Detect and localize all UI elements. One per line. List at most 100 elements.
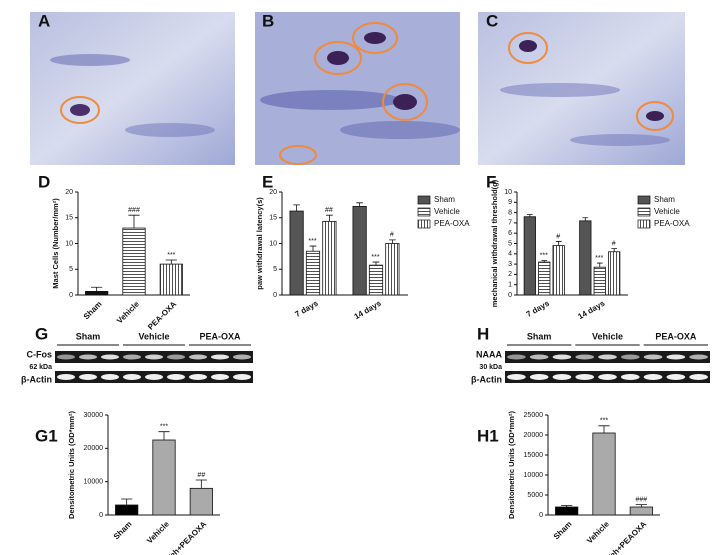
y-tick-label: 20000 xyxy=(84,445,104,452)
legend-label: Sham xyxy=(654,195,675,204)
y-tick-label: 0 xyxy=(539,512,543,519)
blot-band xyxy=(666,354,686,360)
blot-row-label: β-Actin xyxy=(21,374,52,384)
x-tick-label: Veh+PEAOXA xyxy=(605,519,649,555)
panel-label: F xyxy=(486,172,496,191)
y-tick-label: 3 xyxy=(508,261,512,268)
error-bar xyxy=(121,498,133,505)
blot-band xyxy=(123,374,141,380)
blot-group-label: PEA-OXA xyxy=(655,331,697,341)
annotation: *** xyxy=(600,418,608,425)
y-tick-label: 10 xyxy=(269,240,277,247)
error-bar xyxy=(596,262,603,268)
y-tick-label: 20 xyxy=(65,189,73,196)
blot-band xyxy=(189,374,207,380)
y-tick-label: 20000 xyxy=(524,432,544,439)
blot-band xyxy=(57,374,75,380)
x-tick-label: Vehicle xyxy=(145,519,171,545)
blot-band xyxy=(552,354,572,360)
y-tick-label: 15 xyxy=(269,215,277,222)
micrograph-b xyxy=(255,12,460,165)
blot-band xyxy=(79,354,97,360)
chart: 0 5000 10000 15000 20000 25000 Densitometric U… xyxy=(507,411,660,555)
annotation: # xyxy=(556,233,560,240)
error-bar xyxy=(635,504,647,507)
blot-band xyxy=(189,354,207,360)
blot-band xyxy=(529,374,549,380)
legend-label: PEA-OXA xyxy=(434,219,470,228)
panel-label: H1 xyxy=(477,426,499,445)
bar xyxy=(592,432,616,516)
blot-band xyxy=(233,354,251,360)
bar-hatch xyxy=(369,265,383,295)
blot-marker: 62 kDa xyxy=(29,364,52,371)
blot-band xyxy=(101,354,119,360)
panel-label: A xyxy=(38,11,50,30)
legend-swatch xyxy=(417,195,431,205)
blot-group-label: Vehicle xyxy=(138,331,169,341)
y-axis-label: paw withdrawal latency(s) xyxy=(255,197,264,290)
bar xyxy=(289,210,304,296)
blot-band xyxy=(79,374,97,380)
blot-band xyxy=(598,354,617,360)
legend-label: PEA-OXA xyxy=(654,219,690,228)
blot-band xyxy=(643,374,663,380)
bar-hatch xyxy=(594,267,606,295)
bar xyxy=(523,216,536,296)
error-bar xyxy=(128,214,140,229)
error-bar xyxy=(165,259,177,265)
x-tick-label: Sham xyxy=(552,520,574,542)
error-bar xyxy=(326,214,333,222)
error-bar xyxy=(526,214,533,217)
x-tick-label: 14 days xyxy=(353,298,383,321)
blot-band xyxy=(689,374,708,380)
y-axis-label: Mast Cells (Number/mm²) xyxy=(51,198,60,289)
error-bar xyxy=(356,202,363,207)
bar xyxy=(579,220,592,296)
y-tick-label: 5 xyxy=(508,240,512,247)
blot-band xyxy=(575,354,595,360)
legend-hatch xyxy=(418,208,430,216)
blot-band xyxy=(689,354,708,360)
blot-band xyxy=(666,374,686,380)
annotation: # xyxy=(390,232,394,239)
bar-hatch xyxy=(122,228,146,295)
blot-group-label: Sham xyxy=(527,331,552,341)
blot-group-label: Sham xyxy=(76,331,101,341)
blot-band xyxy=(552,374,572,380)
annotation: *** xyxy=(371,254,379,261)
legend-hatch xyxy=(638,208,650,216)
y-tick-label: 0 xyxy=(69,292,73,299)
y-tick-label: 0 xyxy=(508,292,512,299)
error-bar xyxy=(309,245,317,252)
blot-band xyxy=(620,374,640,380)
bar xyxy=(115,504,139,516)
blot-band xyxy=(145,374,163,380)
annotation: ### xyxy=(635,496,647,503)
blot-band xyxy=(123,354,141,360)
annotation: *** xyxy=(308,238,316,245)
legend-swatch xyxy=(637,195,651,205)
legend-hatch xyxy=(638,220,650,228)
bar-hatch xyxy=(306,251,320,295)
blot-band xyxy=(167,354,185,360)
y-tick-label: 5 xyxy=(273,266,277,273)
blot-group-label: PEA-OXA xyxy=(199,331,241,341)
annotation: ### xyxy=(128,207,140,214)
annotation: *** xyxy=(540,252,548,259)
blot-band xyxy=(507,354,526,360)
annotation: *** xyxy=(167,252,175,259)
panel-label: B xyxy=(262,11,274,30)
y-tick-label: 10000 xyxy=(84,479,104,486)
bar-hatch xyxy=(538,262,550,295)
chart: 0 5 10 15 20 Mast Cells (Number/mm²) Sham Vehic… xyxy=(51,189,190,332)
blot-band xyxy=(233,374,251,380)
error-bar xyxy=(195,479,207,489)
error-bar xyxy=(91,286,103,292)
bar xyxy=(555,506,579,516)
bar xyxy=(352,206,367,296)
bar xyxy=(152,439,176,516)
y-axis-label: Densitometric Units (OD*mm²) xyxy=(507,411,516,519)
